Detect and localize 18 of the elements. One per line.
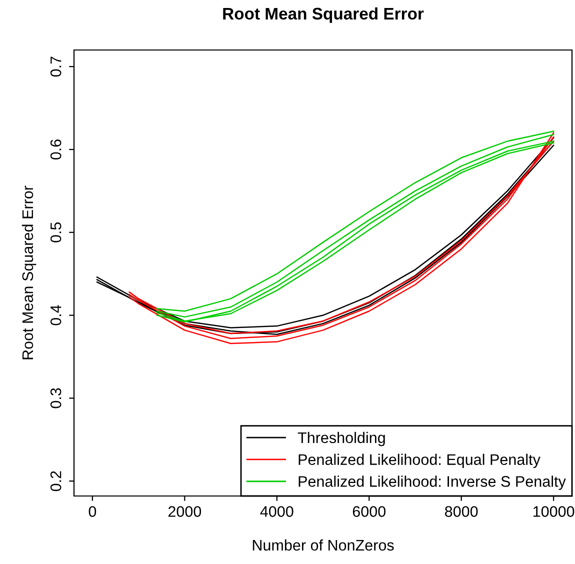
chart-title: Root Mean Squared Error <box>223 7 424 23</box>
x-tick-label: 2000 <box>168 506 202 517</box>
y-tick-label: 0.5 <box>50 222 62 242</box>
x-tick-label: 4000 <box>260 506 294 517</box>
legend-label: Penalized Likelihood: Equal Penalty <box>298 454 540 468</box>
y-axis-title: Root Mean Squared Error <box>22 186 36 360</box>
y-tick-label: 0.7 <box>50 56 62 77</box>
legend-label: Thresholding <box>298 432 385 446</box>
y-tick-label: 0.3 <box>50 388 62 408</box>
x-axis-title: Number of NonZeros <box>252 539 394 551</box>
x-tick-label: 6000 <box>352 506 386 517</box>
x-tick-label: 0 <box>88 506 96 517</box>
y-tick-label: 0.4 <box>50 305 62 326</box>
y-tick-label: 0.2 <box>50 471 62 492</box>
x-tick-label: 10000 <box>533 506 574 517</box>
y-tick-label: 0.6 <box>50 140 62 160</box>
x-tick-label: 8000 <box>445 506 478 517</box>
legend-label: Penalized Likelihood: Inverse S Penalty <box>298 476 566 490</box>
